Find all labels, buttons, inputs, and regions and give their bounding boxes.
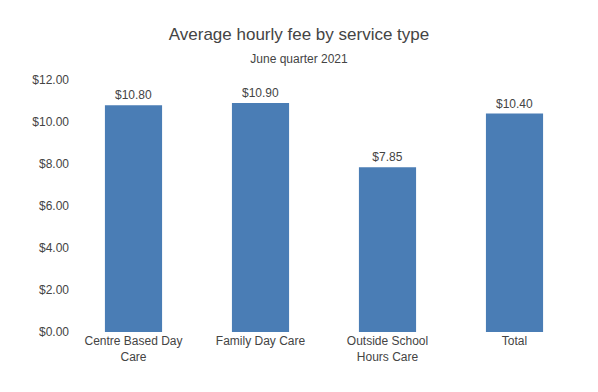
svg-text:$8.00: $8.00 — [39, 157, 69, 171]
svg-text:$10.90: $10.90 — [242, 86, 279, 100]
svg-text:Outside SchoolHours Care: Outside SchoolHours Care — [347, 334, 428, 364]
svg-text:Family Day Care: Family Day Care — [216, 334, 306, 348]
svg-text:Centre Based DayCare: Centre Based DayCare — [84, 334, 182, 364]
svg-text:$10.40: $10.40 — [496, 97, 533, 111]
svg-text:June quarter 2021: June quarter 2021 — [250, 52, 348, 66]
svg-text:Average hourly fee by service: Average hourly fee by service type — [169, 25, 430, 44]
svg-text:$0.00: $0.00 — [39, 325, 69, 339]
svg-text:$4.00: $4.00 — [39, 241, 69, 255]
svg-text:Total: Total — [502, 334, 527, 348]
svg-text:$2.00: $2.00 — [39, 283, 69, 297]
svg-text:$6.00: $6.00 — [39, 199, 69, 213]
svg-text:$10.80: $10.80 — [115, 88, 152, 102]
svg-text:$12.00: $12.00 — [32, 73, 69, 87]
svg-text:$7.85: $7.85 — [372, 150, 402, 164]
svg-text:$10.00: $10.00 — [32, 115, 69, 129]
